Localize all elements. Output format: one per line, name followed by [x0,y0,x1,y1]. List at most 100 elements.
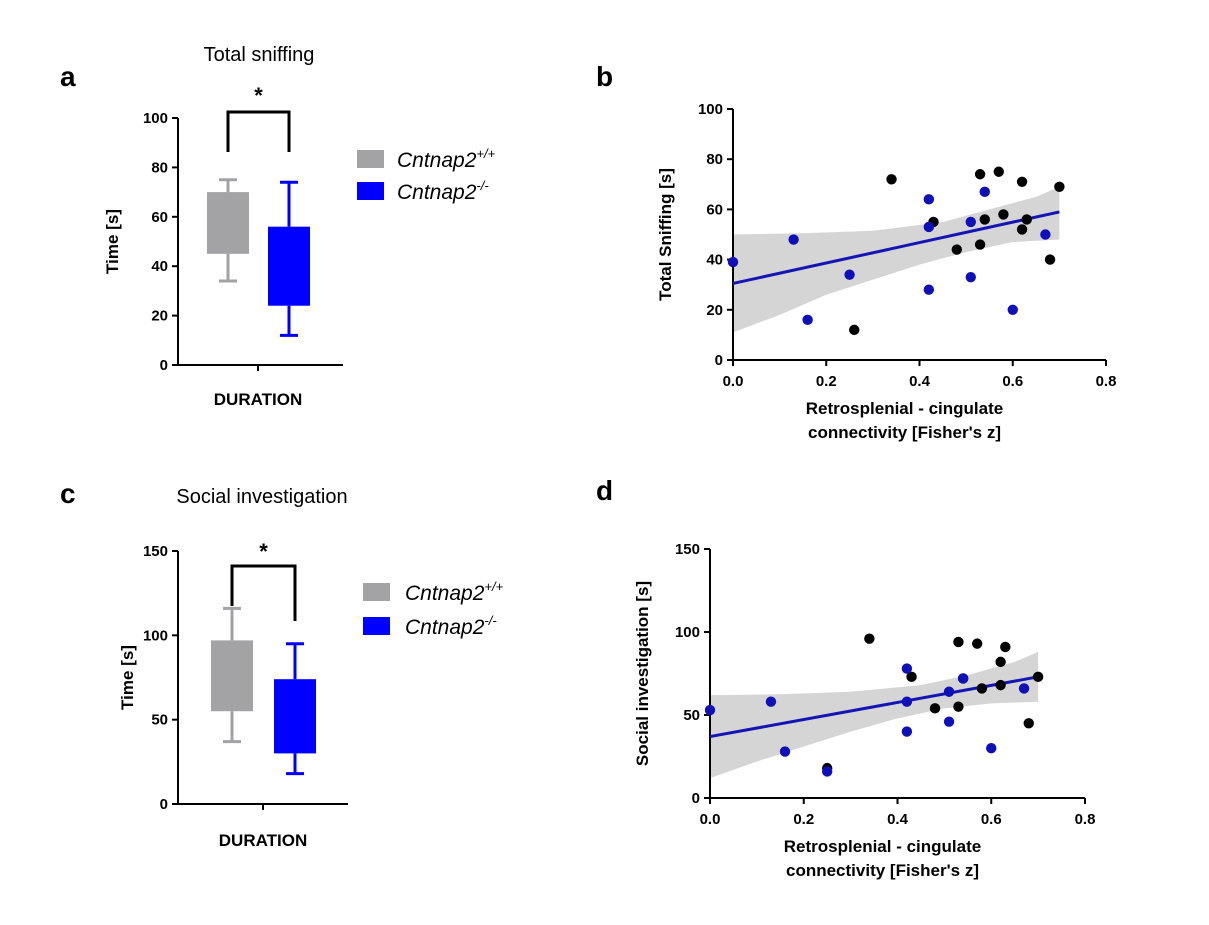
y-tick-label: 60 [706,201,723,218]
data-point-ko [802,314,813,326]
data-point-ko [965,271,976,283]
x-tick-label: 0.0 [700,811,721,828]
x-tick-label: 0.6 [1002,373,1023,390]
y-tick-label: 20 [151,308,168,325]
data-point-ko [844,269,855,280]
chart-a-boxplot: 0 20 40 60 80 100 DURATION Time [s] * [103,83,343,409]
data-point-wt [974,239,986,250]
significance-bracket [226,110,291,152]
legend-c: Cntnap2+/+ Cntnap2-/- [363,579,504,639]
y-tick-label: 100 [143,110,168,127]
data-point-wt [995,656,1006,668]
y-tick-label: 40 [706,252,723,269]
data-point-ko [901,663,913,674]
chart-d-scatter: 0 50 100 150 0.0 0.2 0.4 0.6 0.8 Retrosplenial - … [633,541,1095,880]
box-ko [268,226,310,306]
data-point-ko [923,284,935,295]
significance-star: * [254,83,263,108]
y-tick-label: 20 [706,302,723,319]
data-point-ko [765,696,777,707]
data-point-wt [995,679,1006,691]
y-tick-label: 0 [160,357,168,374]
data-point-ko [923,194,935,205]
x-axis-title-line1: Retrosplenial - cingulate [806,399,1003,418]
data-point-wt [864,633,875,644]
legend-a-swatch-wt [357,150,384,168]
legend-c-swatch-wt [363,583,390,601]
y-axis-title: Time [s] [118,645,137,710]
data-point-wt [1021,214,1032,225]
panel-letter-a: a [60,61,76,92]
data-point-ko [901,726,913,737]
y-tick-label: 150 [143,543,168,560]
significance-star: * [259,539,268,564]
x-axis-title-line1: Retrosplenial - cingulate [784,837,981,856]
significance-bracket [230,564,297,621]
data-point-ko [957,673,969,684]
data-point-ko [986,743,997,754]
data-point-ko [821,766,833,777]
panel-letter-c: c [60,478,76,509]
x-tick-label: 0.6 [981,811,1002,828]
data-point-ko [779,746,791,757]
legend-a-swatch-ko [357,182,384,200]
panel-letter-b: b [596,61,613,92]
data-point-ko [788,234,799,245]
data-point-wt [953,636,964,648]
data-point-ko [727,256,739,268]
box-wt [207,192,249,254]
panel-a-title: Total sniffing [204,44,315,66]
x-axis-title: DURATION [214,390,302,409]
data-point-ko [1007,304,1018,315]
y-tick-label: 0 [692,790,700,807]
x-tick-label: 0.2 [816,373,837,390]
panel-c-title: Social investigation [176,486,347,508]
panel-letter-d: d [596,475,613,506]
legend-c-label-wt: Cntnap2+/+ [405,579,504,605]
data-point-wt [886,174,897,185]
data-point-ko [923,221,935,233]
x-tick-label: 0.4 [909,373,931,390]
data-point-wt [998,209,1009,220]
y-tick-label: 0 [160,796,168,813]
y-tick-label: 50 [151,712,168,729]
data-point-wt [953,701,964,712]
y-tick-label: 0 [715,352,723,369]
x-tick-label: 0.4 [887,811,909,828]
x-tick-label: 0.0 [723,373,744,390]
chart-c-boxplot: 0 50 100 150 DURATION Time [s] * [118,539,348,850]
x-tick-label: 0.8 [1075,811,1096,828]
y-tick-label: 60 [151,209,168,226]
data-point-wt [951,244,962,255]
data-point-ko [901,696,913,707]
y-axis-title: Time [s] [103,209,122,274]
regression-line [732,210,1060,285]
data-point-wt [976,683,988,694]
data-point-ko [704,704,716,716]
y-tick-label: 100 [698,101,723,118]
data-point-ko [979,186,990,198]
data-point-ko [1040,229,1051,240]
data-point-wt [1023,718,1034,729]
y-axis-title: Total Sniffing [s] [656,168,675,301]
data-point-wt [979,214,990,225]
legend-a-label-wt: Cntnap2+/+ [397,146,496,172]
data-point-wt [974,169,986,180]
data-point-wt [906,671,917,683]
y-tick-label: 80 [706,151,723,168]
data-point-ko [943,716,955,727]
data-point-wt [849,324,860,336]
data-point-ko [965,216,976,228]
legend-a: Cntnap2+/+ Cntnap2-/- [357,146,496,204]
data-point-wt [1000,641,1011,653]
y-tick-label: 40 [151,258,168,275]
x-axis-title-line2: connectivity [Fisher's z] [808,423,1001,442]
chart-b-scatter: 0 20 40 60 80 100 0.0 0.2 0.4 0.6 0.8 Retrosplenial… [656,101,1116,442]
y-tick-label: 50 [683,707,700,724]
data-point-wt [929,703,941,714]
x-axis-title: DURATION [219,831,307,850]
legend-c-swatch-ko [363,617,390,635]
y-tick-label: 80 [151,159,168,176]
data-point-wt [1032,671,1044,683]
y-axis-title: Social investigation [s] [633,581,652,766]
